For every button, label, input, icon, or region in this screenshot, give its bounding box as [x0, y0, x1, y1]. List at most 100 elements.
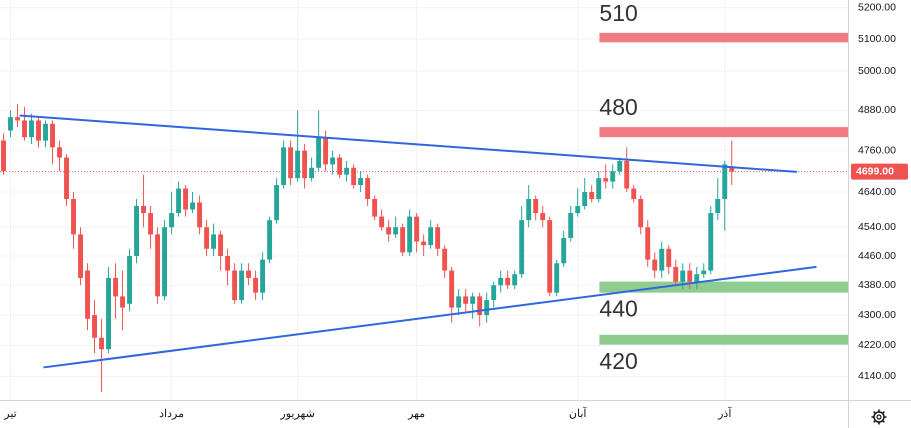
- candle-body: [428, 227, 434, 246]
- candle-body: [155, 234, 161, 297]
- candle-body: [169, 213, 175, 228]
- candle-body: [722, 164, 728, 199]
- candle-body: [694, 274, 700, 282]
- candle-body: [197, 202, 203, 228]
- candle-body: [8, 117, 13, 131]
- trend-line: [19, 114, 797, 173]
- candle-body: [463, 296, 469, 304]
- candle-body: [316, 137, 322, 168]
- candle-body: [309, 167, 315, 179]
- candle-body: [659, 248, 665, 271]
- y-tick-label: 4880.00: [858, 104, 896, 116]
- candle-body: [99, 337, 104, 350]
- y-tick-label: 5000.00: [858, 65, 896, 77]
- candle-body: [323, 137, 329, 165]
- candle-body: [484, 300, 490, 316]
- candle-body: [645, 227, 651, 260]
- x-tick-label: آبان: [569, 407, 587, 420]
- candle-body: [274, 185, 280, 221]
- y-tick-label: 4140.00: [858, 370, 896, 382]
- candle-body: [57, 147, 62, 158]
- zone: [599, 334, 848, 345]
- candle-body: [505, 277, 511, 286]
- candle-body: [183, 188, 189, 210]
- zone-label: 420: [599, 348, 637, 374]
- candle-body: [652, 259, 658, 271]
- candle-body: [351, 167, 357, 186]
- candle-body: [288, 147, 294, 179]
- x-tick-label: مرداد: [159, 408, 184, 420]
- candle-body: [246, 270, 252, 278]
- candle-body: [253, 277, 259, 293]
- zone: [599, 127, 848, 138]
- candle-body: [211, 234, 217, 249]
- settings-icon[interactable]: [871, 409, 887, 425]
- candle-body: [64, 157, 69, 199]
- candle-body: [666, 248, 672, 267]
- candle-body: [372, 198, 378, 217]
- candle-body: [512, 274, 518, 286]
- zone-label: 440: [599, 296, 637, 322]
- candle-body: [78, 234, 83, 278]
- candle-body: [442, 248, 448, 271]
- y-tick-label: 4300.00: [858, 309, 896, 321]
- candle-body: [239, 270, 245, 301]
- plot-area: 510 480 440 420: [0, 0, 848, 393]
- candle-body: [281, 147, 287, 186]
- candle-body: [519, 220, 525, 275]
- candle-body: [127, 255, 132, 304]
- candle-body: [708, 213, 714, 271]
- candle-body: [547, 220, 553, 293]
- candle-body: [400, 227, 406, 253]
- candle-body: [386, 227, 392, 235]
- candle-body: [71, 198, 76, 235]
- zone: [599, 32, 848, 43]
- candle-body: [687, 270, 693, 282]
- candle-body: [456, 296, 462, 308]
- candle-body: [680, 270, 686, 282]
- y-tick-label: 4760.00: [858, 145, 896, 157]
- x-tick-label: مهر: [407, 408, 425, 420]
- candle-body: [29, 120, 34, 138]
- candle-body: [540, 213, 546, 221]
- candle-body: [638, 198, 644, 228]
- candle-body: [477, 296, 483, 316]
- zone-label: 510: [599, 0, 637, 26]
- candle-body: [498, 277, 504, 286]
- candle-body: [617, 160, 623, 172]
- candle-body: [106, 277, 111, 350]
- candle-body: [204, 227, 210, 249]
- x-tick-label: شهریور: [279, 408, 314, 420]
- last-price-box: [851, 163, 908, 180]
- candle-body: [407, 216, 413, 253]
- candle-body: [1, 140, 6, 172]
- candle-body: [470, 296, 476, 304]
- y-tick-label: 4380.00: [858, 279, 896, 291]
- y-tick-label: 4460.00: [858, 250, 896, 262]
- zone-label: 480: [599, 94, 637, 120]
- x-tick-label: تیر: [3, 408, 16, 420]
- candle-body: [414, 216, 420, 242]
- gear-teeth: [871, 409, 887, 425]
- candle-body: [92, 315, 97, 338]
- candle-body: [190, 202, 196, 210]
- candle-body: [393, 227, 399, 235]
- candle-body: [85, 270, 90, 319]
- candle-body: [533, 198, 539, 214]
- candle-body: [575, 206, 581, 214]
- candle-body: [50, 123, 55, 148]
- trend-line: [43, 265, 817, 369]
- candle-body: [22, 120, 27, 138]
- candle-body: [218, 234, 224, 256]
- candle-body: [120, 296, 125, 308]
- y-tick-label: 5100.00: [858, 33, 896, 45]
- candle-body: [162, 227, 168, 297]
- candle-body: [596, 178, 602, 199]
- candle-body: [358, 178, 364, 186]
- y-tick-label: 4640.00: [858, 186, 896, 198]
- candle-body: [260, 259, 266, 293]
- candle-body: [148, 213, 154, 235]
- candle-body: [491, 285, 497, 301]
- candle-body: [701, 270, 707, 275]
- candle-body: [232, 270, 238, 301]
